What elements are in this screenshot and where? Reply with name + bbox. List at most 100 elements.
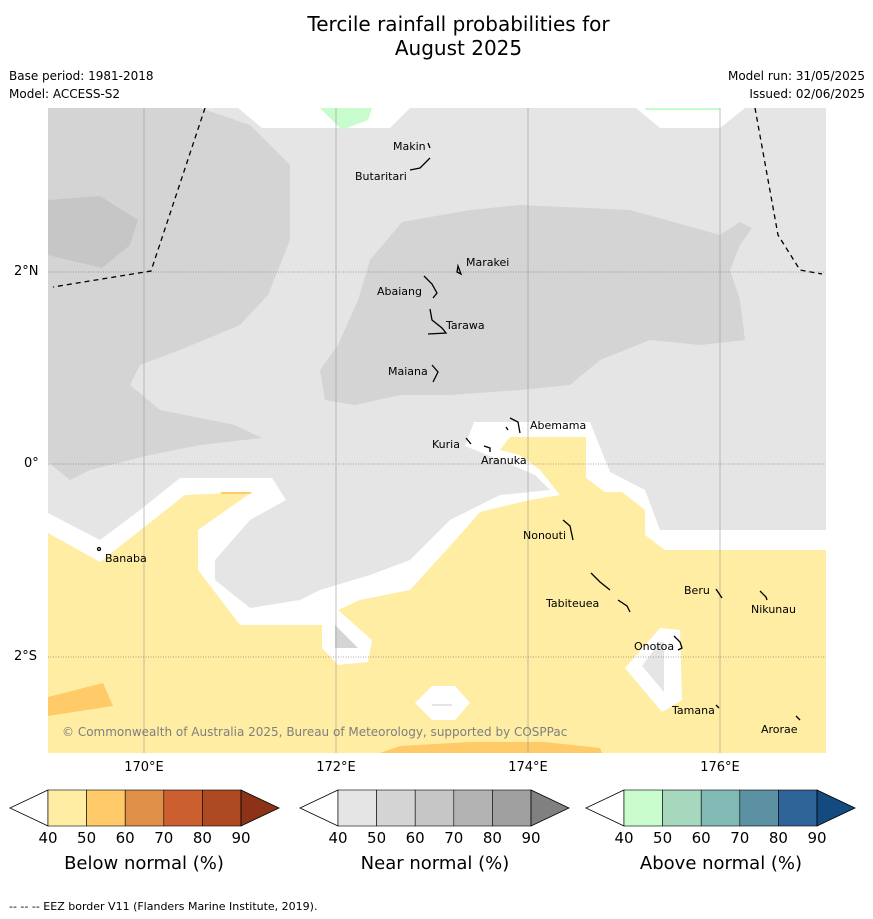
colorbar-near-segment xyxy=(414,789,455,827)
island-maiana xyxy=(431,364,439,383)
colorbar-title-near: Near normal (%) xyxy=(360,853,510,874)
colorbar-above-tick: 50 xyxy=(653,829,673,847)
base-period: Base period: 1981-2018 xyxy=(9,69,154,83)
colorbar-below-tick: 90 xyxy=(231,829,251,847)
place-tarawa: Tarawa xyxy=(446,319,485,332)
island-butaritari xyxy=(409,157,431,171)
colorbar-near-tick: 60 xyxy=(405,829,425,847)
island-nonouti xyxy=(562,519,574,541)
colorbar-near-tick: 80 xyxy=(482,829,502,847)
colorbar-title-below: Below normal (%) xyxy=(64,853,224,874)
meta-left: Base period: 1981-2018 Model: ACCESS-S2 xyxy=(9,67,154,103)
below-normal-50-region-nw xyxy=(220,492,252,494)
colorbar-near-segment xyxy=(453,789,493,827)
lon-label-172e: 172°E xyxy=(316,760,356,775)
colorbar-below-tick: 80 xyxy=(192,829,212,847)
above-normal-40-region-ne xyxy=(645,108,720,110)
place-tamana: Tamana xyxy=(672,704,715,717)
colorbar-near-tick: 40 xyxy=(328,829,348,847)
colorbar-above-tick: 40 xyxy=(614,829,634,847)
colorbar-below-segment xyxy=(86,789,126,827)
island-tarawa xyxy=(427,308,448,335)
colorbar-above-low-cap xyxy=(585,789,625,827)
colorbar-above-segment xyxy=(739,789,779,827)
colorbar-above-high-cap xyxy=(816,789,856,827)
colorbar-above-segment xyxy=(778,789,818,827)
model-name: Model: ACCESS-S2 xyxy=(9,87,121,101)
island-tamana xyxy=(715,704,720,709)
colorbar-below-tick: 70 xyxy=(154,829,174,847)
place-tabiteuea: Tabiteuea xyxy=(546,597,600,610)
map-title: Tercile rainfall probabilities for Augus… xyxy=(0,12,873,60)
place-abaiang: Abaiang xyxy=(377,285,422,298)
title-line-1: Tercile rainfall probabilities for xyxy=(307,12,610,36)
colorbar-near-segment xyxy=(337,789,377,827)
below-normal-50-region-s xyxy=(380,742,602,753)
near-normal-60-region xyxy=(48,196,138,268)
colorbar-below-segment xyxy=(124,789,165,827)
island-kuria xyxy=(465,437,472,445)
island-makin xyxy=(427,142,431,149)
island-marakei xyxy=(456,263,463,276)
island-beru xyxy=(715,588,723,599)
place-maiana: Maiana xyxy=(388,365,428,378)
white-buffer-south xyxy=(415,686,470,720)
below-normal-50-region-sw xyxy=(48,683,113,716)
lat-label-2s: 2°S xyxy=(14,649,38,664)
eez-border-west xyxy=(52,108,206,288)
colorbar-near-tick: 70 xyxy=(444,829,464,847)
title-line-2: August 2025 xyxy=(394,36,523,60)
island-onotoa xyxy=(673,635,683,651)
above-normal-40-region xyxy=(320,108,372,130)
island-aranuka xyxy=(483,445,491,452)
colorbar-below-segment xyxy=(47,789,87,827)
place-banaba: Banaba xyxy=(105,552,147,565)
colorbar-above-segment xyxy=(662,789,702,827)
colorbar-near-high-cap xyxy=(530,789,570,827)
lon-label-176e: 176°E xyxy=(700,760,740,775)
place-aranuka: Aranuka xyxy=(481,454,527,467)
lon-label-174e: 174°E xyxy=(508,760,548,775)
colorbar-near-tick: 90 xyxy=(521,829,541,847)
colorbar-below-tick: 50 xyxy=(77,829,97,847)
meridian-lines xyxy=(143,108,721,753)
colorbar-below-segment xyxy=(202,789,242,827)
colorbar-below-low-cap xyxy=(9,789,49,827)
colorbar-above-segment xyxy=(623,789,663,827)
island-abemama xyxy=(505,417,521,434)
lat-label-2n: 2°N xyxy=(14,264,39,279)
island-nikunau xyxy=(759,590,768,601)
islands xyxy=(96,142,801,721)
colorbar-below-tick: 60 xyxy=(115,829,135,847)
island-arorae xyxy=(795,715,801,721)
eez-border-east xyxy=(754,108,823,275)
colorbar-below-segment xyxy=(163,789,203,827)
near-normal-patch-south xyxy=(432,704,452,706)
place-butaritari: Butaritari xyxy=(355,170,407,183)
colorbar-title-above: Above normal (%) xyxy=(639,853,803,874)
place-makin: Makin xyxy=(393,140,426,153)
near-normal-50-region-small xyxy=(335,625,358,648)
lon-label-170e: 170°E xyxy=(124,760,164,775)
model-run: Model run: 31/05/2025 xyxy=(727,69,865,83)
near-normal-patch-onotoa xyxy=(642,642,664,692)
meta-right: Model run: 31/05/2025 Issued: 02/06/2025 xyxy=(728,67,865,103)
place-nikunau: Nikunau xyxy=(751,603,796,616)
place-abemama: Abemama xyxy=(530,419,587,432)
place-nonouti: Nonouti xyxy=(523,529,567,542)
island-banaba xyxy=(96,546,102,552)
lat-label-equator: 0° xyxy=(24,456,39,471)
island-abaiang xyxy=(423,275,438,299)
colorbar-above-tick: 70 xyxy=(730,829,750,847)
copyright-text: © Commonwealth of Australia 2025, Bureau… xyxy=(62,725,568,739)
grid-lines xyxy=(48,271,826,658)
colorbar-near-segment xyxy=(376,789,416,827)
near-normal-50-region-central xyxy=(320,205,752,405)
place-onotoa: Onotoa xyxy=(634,640,675,653)
colorbars xyxy=(9,789,856,827)
colorbar-above-tick: 80 xyxy=(768,829,788,847)
colorbar-above-segment xyxy=(700,789,741,827)
issued-date: Issued: 02/06/2025 xyxy=(749,87,865,101)
place-kuria: Kuria xyxy=(432,438,460,451)
